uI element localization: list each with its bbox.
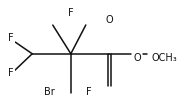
- Text: F: F: [68, 8, 74, 18]
- Text: OCH₃: OCH₃: [152, 53, 178, 63]
- Text: F: F: [8, 33, 14, 43]
- Text: F: F: [8, 68, 14, 78]
- Text: F: F: [86, 87, 91, 97]
- Text: Br: Br: [44, 87, 55, 97]
- Text: O: O: [106, 15, 113, 25]
- Text: O: O: [133, 53, 141, 63]
